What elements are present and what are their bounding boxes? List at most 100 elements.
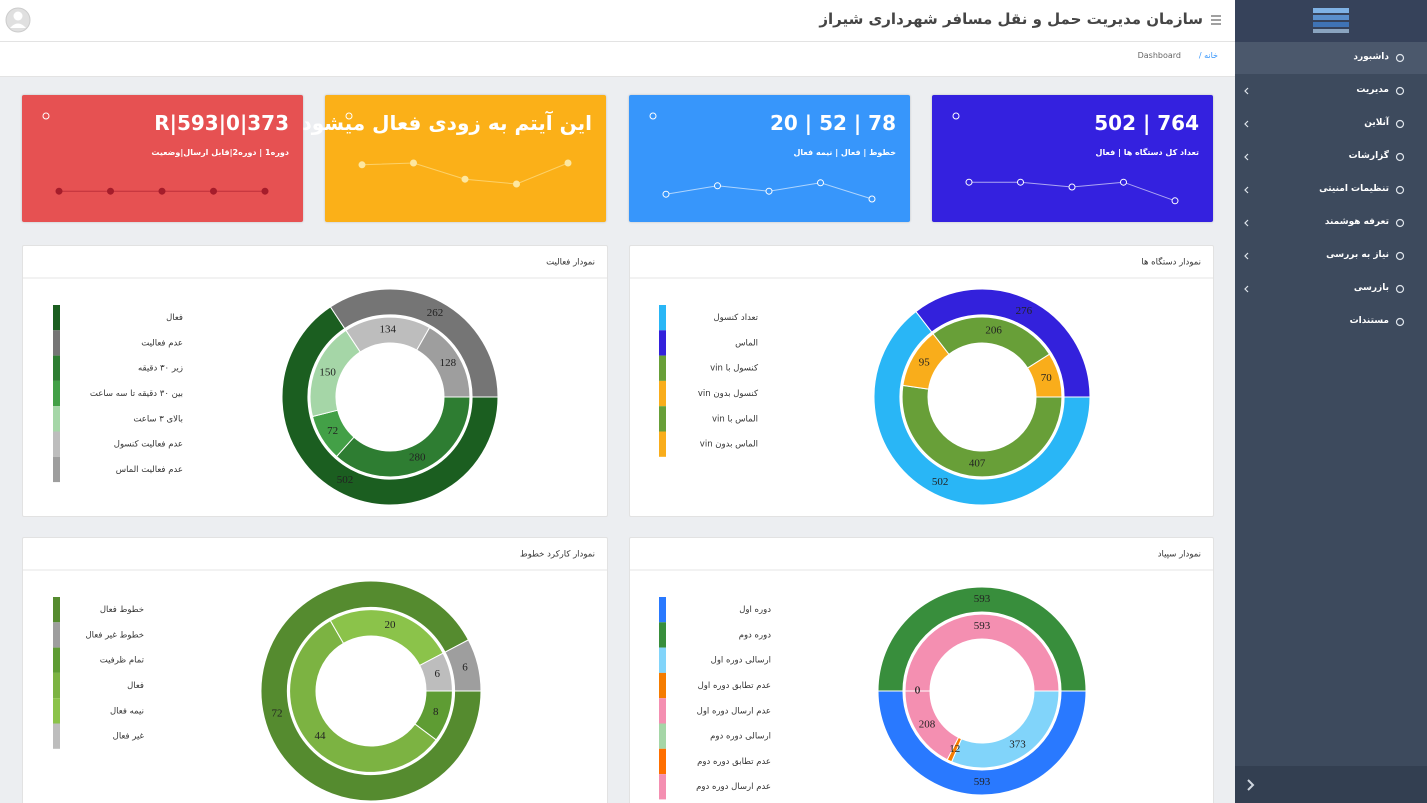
sparkline-point	[261, 187, 269, 195]
sidebar-chevron	[1244, 153, 1249, 161]
sparkline-point	[107, 187, 114, 195]
legend-swatch	[659, 597, 666, 623]
sidebar-item[interactable]: گزارشات	[1235, 141, 1427, 173]
legend-swatch	[53, 723, 60, 749]
legend-swatch	[53, 622, 60, 648]
sidebar-chevron	[1244, 285, 1249, 293]
donut-value-label: 95	[919, 357, 931, 369]
sidebar-chevron	[1244, 87, 1249, 95]
donut-value-label: 6	[434, 668, 440, 680]
sparkline-point	[965, 178, 973, 186]
legend-swatch	[659, 647, 666, 673]
legend-label[interactable]: عدم ارسال دوره اول	[697, 706, 771, 716]
card-icon	[649, 112, 657, 120]
legend-label[interactable]: فعال	[166, 313, 183, 323]
sidebar-item-label: بازرسی	[1353, 283, 1389, 293]
legend-swatch	[659, 698, 666, 724]
sidebar-item-icon	[1395, 86, 1405, 96]
sidebar-footer	[1235, 766, 1427, 803]
legend-label[interactable]: دوره دوم	[739, 630, 772, 640]
donut-segment	[877, 586, 1087, 692]
card-icon	[42, 112, 50, 120]
donut-value-label: 12	[949, 743, 960, 755]
legend-label[interactable]: ارسالی دوره اول	[711, 656, 771, 666]
legend-label[interactable]: عدم فعالیت کنسول	[114, 440, 183, 450]
legend-label[interactable]: الماس با vin	[712, 414, 758, 424]
sidebar-item[interactable]: آنلاین	[1235, 108, 1427, 140]
legend-label[interactable]: عدم فعالیت الماس	[116, 465, 183, 475]
legend-swatch	[53, 406, 60, 432]
sidebar-item[interactable]: داشبورد	[1235, 42, 1427, 74]
sidebar-chevron	[1244, 120, 1249, 128]
legend-swatch	[659, 723, 666, 749]
legend-swatch	[53, 305, 60, 331]
legend-label[interactable]: ارسالی دوره دوم	[710, 732, 771, 742]
sidebar-item-icon	[1395, 185, 1405, 195]
donut-value-label: 593	[974, 776, 991, 788]
legend-label[interactable]: الماس بدون vin	[700, 440, 758, 450]
legend-swatch	[53, 647, 60, 673]
menu-toggle[interactable]	[1211, 15, 1221, 25]
legend-label[interactable]: عدم تطابق دوره دوم	[697, 757, 771, 767]
legend-label[interactable]: بالای ۳ ساعت	[133, 414, 183, 424]
sparkline-point	[513, 180, 520, 188]
sidebar-item[interactable]: مستندات	[1235, 306, 1427, 338]
active-item-bg	[1235, 42, 1427, 74]
legend-label[interactable]: کنسول با vin	[710, 364, 759, 374]
donut-value-label: 262	[427, 307, 444, 319]
page-title: سازمان مدیریت حمل و نقل مسافر شهرداری شی…	[819, 10, 1203, 28]
donut-value-label: 280	[409, 452, 426, 464]
sidebar-item[interactable]: تنظیمات امنیتی	[1235, 174, 1427, 206]
sidebar-item-label: نیاز به بررسی	[1326, 250, 1389, 260]
donut-segment	[904, 613, 1060, 692]
sparkline-point	[868, 195, 876, 203]
legend-label[interactable]: تمام ظرفیت	[100, 656, 145, 666]
legend-label[interactable]: عدم فعالیت	[141, 338, 183, 348]
breadcrumb-home[interactable]: خانه /	[1198, 51, 1218, 60]
sparkline-point	[1120, 178, 1127, 186]
chart-panel: نمودار دستگاه ها 502 276 تعداد کنسول الماس 40…	[629, 245, 1214, 517]
legend-label[interactable]: عدم ارسال دوره دوم	[696, 782, 771, 792]
donut-value-label: 502	[932, 476, 949, 488]
legend-label[interactable]: خطوط فعال	[100, 605, 144, 615]
legend-label[interactable]: بین ۳۰ دقیقه تا سه ساعت	[90, 389, 183, 399]
stat-card: 373|0|593|R دوره1 | دوره2|قابل ارسال|وضعی…	[22, 95, 303, 222]
legend-label[interactable]: دوره اول	[739, 605, 771, 615]
legend-label[interactable]: تعداد کنسول	[713, 313, 758, 323]
chart: نمودار فعالیت 502 262 فعال عدم فعالیت 280 72 15…	[23, 258, 607, 506]
sidebar-item[interactable]: نیاز به بررسی	[1235, 240, 1427, 272]
legend-label[interactable]: فعال	[127, 681, 144, 691]
legend-label[interactable]: زیر ۳۰ دقیقه	[138, 364, 183, 374]
donut-segment	[901, 384, 1063, 478]
sidebar-decor	[1235, 0, 1427, 803]
sidebar-item-label: مدیریت	[1356, 85, 1389, 95]
legend-label[interactable]: الماس	[735, 338, 758, 348]
legend-label[interactable]: غیر فعال	[113, 732, 145, 742]
sidebar-item-label: داشبورد	[1353, 52, 1389, 62]
donut-value-label: 72	[272, 708, 283, 720]
card-label: خطوط | فعال | نیمه فعال	[793, 148, 896, 157]
chart-title: نمودار سپیاد	[1158, 550, 1201, 560]
legend-swatch	[659, 622, 666, 648]
legend-swatch	[659, 380, 666, 407]
donut-value-label: 206	[985, 325, 1002, 337]
donut-value-label: 20	[384, 619, 396, 631]
legend-label[interactable]: نیمه فعال	[110, 706, 144, 716]
legend-label[interactable]: کنسول بدون vin	[698, 389, 759, 399]
sidebar-item-icon	[1395, 119, 1405, 129]
legend-label[interactable]: عدم تطابق دوره اول	[698, 681, 771, 691]
sidebar-item[interactable]: بازرسی	[1235, 273, 1427, 305]
sidebar-item[interactable]: مدیریت	[1235, 75, 1427, 107]
donut-value-label: 150	[319, 366, 336, 378]
donut-value-label: 134	[380, 324, 397, 336]
chart: نمودار دستگاه ها 502 276 تعداد کنسول الماس 40…	[630, 257, 1213, 506]
donut-segment	[329, 288, 499, 398]
legend-swatch	[659, 774, 666, 800]
donut-segment	[915, 288, 1091, 398]
legend-label[interactable]: خطوط غیر فعال	[85, 630, 144, 640]
collapse-arrow[interactable]	[1247, 779, 1255, 791]
legend-swatch	[53, 597, 60, 623]
sparkline-point	[1171, 197, 1179, 205]
sidebar-item-label: تعرفه هوشمند	[1324, 217, 1389, 227]
sidebar-item[interactable]: تعرفه هوشمند	[1235, 207, 1427, 239]
